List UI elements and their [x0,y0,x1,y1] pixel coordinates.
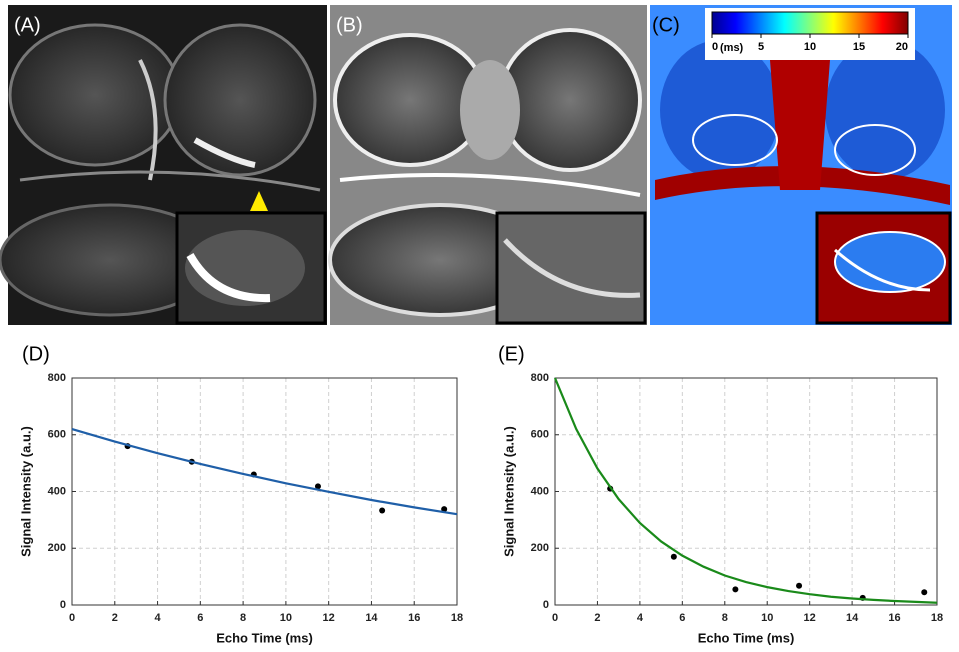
colorbar-tick-label: 5 [758,41,764,53]
colorbar [712,12,908,34]
image-a [0,5,327,325]
x-tick-label: 10 [761,612,773,624]
colorbar-tick-label: 0 [712,41,718,53]
x-tick-label: 8 [722,612,728,624]
y-tick-label: 400 [531,485,549,497]
x-tick-label: 2 [112,612,118,624]
image-c [650,5,952,325]
y-tick-label: 0 [60,599,66,611]
colorbar-tick-label: 20 [896,41,908,53]
y-axis-label: Signal Intensity (a.u.) [501,426,516,557]
figure: (A) (B) (C) 0(ms)5101520(D)0246810121416… [0,0,959,652]
x-tick-label: 0 [69,612,75,624]
x-tick-label: 12 [804,612,816,624]
x-tick-label: 18 [451,612,463,624]
x-tick-label: 12 [323,612,335,624]
panel-label: (B) [336,14,363,36]
y-tick-label: 0 [543,599,549,611]
plot-area [555,378,937,603]
fit-line [555,378,937,603]
x-tick-label: 14 [365,612,378,624]
panel-label: (E) [498,343,525,365]
x-tick-label: 16 [408,612,420,624]
x-tick-label: 14 [846,612,859,624]
colorbar-tick-label: 10 [804,41,816,53]
y-tick-label: 800 [531,372,549,384]
x-tick-label: 0 [552,612,558,624]
x-axis-label: Echo Time (ms) [698,630,795,645]
y-tick-label: 400 [48,485,66,497]
data-point [732,586,738,592]
data-point [921,589,927,595]
y-tick-label: 600 [48,429,66,441]
x-tick-label: 18 [931,612,943,624]
panel-label: (C) [652,14,680,36]
panel-label: (A) [14,14,41,36]
y-tick-label: 600 [531,429,549,441]
page: (A) (B) (C) 0(ms)5101520(D)0246810121416… [0,0,959,652]
colorbar-unit: (ms) [720,42,744,54]
y-tick-label: 200 [48,542,66,554]
y-tick-label: 800 [48,372,66,384]
x-tick-label: 4 [154,612,161,624]
x-tick-label: 6 [197,612,203,624]
y-tick-label: 200 [531,542,549,554]
data-point [379,508,385,514]
data-point [796,583,802,589]
fit-line [72,429,457,514]
plot-area [72,429,457,514]
x-tick-label: 6 [679,612,685,624]
colorbar-tick-label: 15 [853,41,865,53]
image-b [330,5,647,325]
x-axis-label: Echo Time (ms) [216,630,313,645]
x-tick-label: 2 [594,612,600,624]
x-tick-label: 8 [240,612,246,624]
x-tick-label: 10 [280,612,292,624]
y-axis-label: Signal Intensity (a.u.) [18,426,33,557]
data-point [671,554,677,560]
x-tick-label: 16 [888,612,900,624]
panel-label: (D) [22,343,50,365]
x-tick-label: 4 [637,612,644,624]
